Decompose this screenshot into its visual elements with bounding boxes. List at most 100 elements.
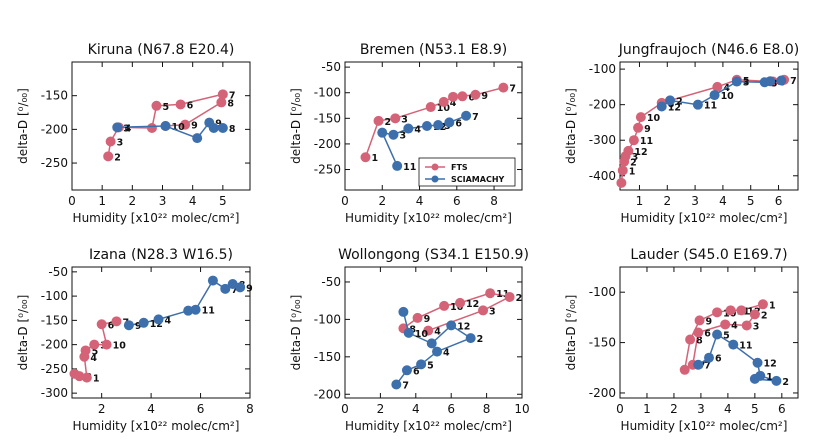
point-label: 12 xyxy=(466,299,479,310)
panel-3: Jungfraujoch (N46.6 E8.0)1 2 3 4 5 6-400-300-… xyxy=(564,42,799,225)
data-point xyxy=(401,365,412,376)
data-point xyxy=(679,364,690,375)
x-tick-label: 4 xyxy=(719,194,727,208)
data-point xyxy=(752,357,763,368)
x-tick-label: 4 xyxy=(724,402,732,416)
data-point xyxy=(623,145,634,156)
x-tick-label: 8 xyxy=(483,402,491,416)
y-tick-label: -300 xyxy=(589,133,616,147)
data-point xyxy=(183,305,194,316)
point-label: 9 xyxy=(706,316,713,327)
x-tick-label: 5 xyxy=(747,194,755,208)
legend-label: FTS xyxy=(451,163,468,172)
data-point xyxy=(749,373,760,384)
point-label: 6 xyxy=(455,118,462,129)
point-label: 9 xyxy=(644,124,651,135)
data-point xyxy=(461,110,472,121)
data-point xyxy=(741,320,752,331)
panel-6: Lauder (S45.0 E169.7)0 1 2 3 4 5 6-200-150-100… xyxy=(564,247,799,433)
point-label: 6 xyxy=(108,320,115,331)
data-point xyxy=(439,300,450,311)
data-point xyxy=(776,75,787,86)
data-point xyxy=(685,334,696,345)
data-point xyxy=(392,160,403,171)
series-fts: 1231045697 xyxy=(360,82,516,164)
panel-4: Izana (N28.3 W16.5) 2 4 6 8 -300 -250 -200 -150 -… xyxy=(16,247,254,433)
series-sciamachy: 1221110386 xyxy=(656,75,787,113)
point-label: 9 xyxy=(481,91,488,102)
x-tick-label: 2 xyxy=(663,194,671,208)
point-label: 9 xyxy=(191,121,198,132)
y-tick-label: -50 xyxy=(321,275,341,289)
panel-title: Wollongong (S34.1 E150.9) xyxy=(338,247,529,263)
y-tick-label: -150 xyxy=(589,336,616,350)
data-point xyxy=(757,299,768,310)
data-point xyxy=(217,123,228,134)
y-tick-label: -50 xyxy=(48,265,68,279)
point-label: 4 xyxy=(450,98,457,109)
point-label: 2 xyxy=(477,334,484,345)
data-point xyxy=(704,352,714,363)
data-point xyxy=(123,320,134,331)
y-tick-label: -150 xyxy=(41,89,68,103)
data-point xyxy=(736,305,747,316)
data-point xyxy=(771,375,782,386)
x-tick-label: 0 xyxy=(616,402,624,416)
y-tick-label: -100 xyxy=(589,285,616,299)
point-label: 1 xyxy=(769,300,776,311)
x-tick-label: 2 xyxy=(377,402,385,416)
y-tick-label: -250 xyxy=(314,163,341,177)
data-point xyxy=(728,339,739,350)
point-label: 11 xyxy=(496,289,509,300)
data-point xyxy=(617,165,628,176)
point-label: 11 xyxy=(640,136,653,147)
y-tick-label: -250 xyxy=(41,156,68,170)
point-label: 12 xyxy=(668,102,681,113)
point-label: 7 xyxy=(229,90,236,101)
point-label: 10 xyxy=(721,91,735,102)
point-label: 2 xyxy=(385,117,392,128)
point-label: 7 xyxy=(704,361,711,372)
x-axis-label: Humidity [x10²² molec/cm²] xyxy=(621,211,788,225)
data-point xyxy=(74,371,85,382)
y-axis-label: delta-D [⁰/₀₀] xyxy=(564,295,578,371)
series-sciamachy: 912411789 xyxy=(123,275,253,332)
y-tick-label: -150 xyxy=(314,111,341,125)
y-tick-label: -200 xyxy=(41,338,68,352)
data-point xyxy=(391,379,402,390)
x-axis-label: Humidity [x10²² molec/cm²] xyxy=(73,211,240,225)
data-point xyxy=(360,152,371,163)
data-point xyxy=(709,90,720,101)
data-point xyxy=(217,89,228,100)
data-point xyxy=(694,315,705,326)
plot-frame xyxy=(619,61,799,191)
point-label: 11 xyxy=(403,162,416,173)
data-point xyxy=(504,291,515,302)
point-label: 7 xyxy=(402,381,409,392)
y-tick-label: -250 xyxy=(41,362,68,376)
point-label: 11 xyxy=(704,101,717,112)
y-tick-label: -200 xyxy=(314,387,341,401)
data-point xyxy=(455,297,466,308)
point-label: 9 xyxy=(215,119,222,130)
panel-title: Bremen (N53.1 E8.9) xyxy=(360,42,507,58)
plot-frame xyxy=(71,61,251,191)
point-label: 4 xyxy=(165,315,172,326)
data-point xyxy=(425,102,436,113)
data-point xyxy=(403,327,414,338)
data-point xyxy=(138,317,149,328)
point-label: 12 xyxy=(150,319,163,330)
data-point xyxy=(692,99,703,110)
y-axis-label: delta-D [⁰/₀₀] xyxy=(289,88,303,164)
data-point xyxy=(105,136,116,147)
data-point xyxy=(208,123,219,134)
point-label: 1 xyxy=(766,372,773,383)
point-label: 7 xyxy=(790,76,797,87)
series-fts: 89101211234 xyxy=(398,288,522,338)
point-label: 5 xyxy=(427,360,434,371)
data-point xyxy=(101,339,112,350)
